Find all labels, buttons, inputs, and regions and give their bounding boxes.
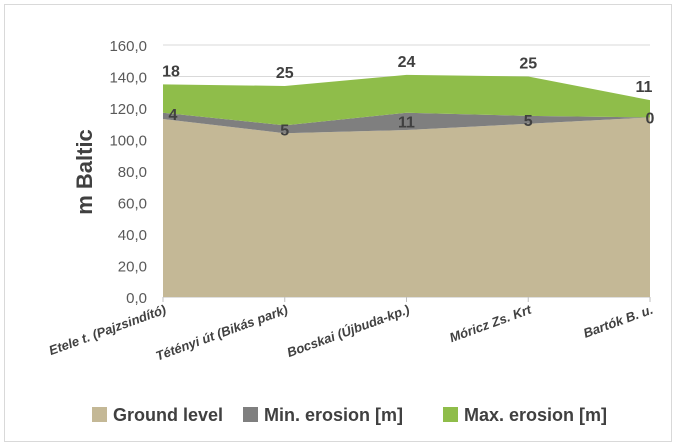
legend-swatch [243,407,258,422]
y-tick-label: 20,0 [118,259,147,276]
y-tick-label: 80,0 [118,164,147,181]
y-tick-label: 160,0 [109,38,147,55]
data-label-max: 25 [519,56,537,73]
legend-item-ground-level: Ground level [92,405,223,425]
legend-item-max-erosion-m: Max. erosion [m] [443,405,607,425]
data-label-min: 5 [524,113,533,130]
data-label-min: 4 [169,107,178,124]
y-tick-label: 100,0 [109,133,147,150]
x-tick-label: Tétényi út (Bikás park) [154,302,290,364]
data-label-max: 18 [162,63,180,80]
y-tick-label: 40,0 [118,227,147,244]
x-tick-label: Etele t. (Pajzsindító) [47,302,168,358]
legend-label: Min. erosion [m] [264,405,403,425]
data-label-max: 24 [398,54,416,71]
y-tick-label: 0,0 [126,290,147,307]
y-tick-label: 120,0 [109,101,147,118]
legend-swatch [443,407,458,422]
y-axis-title: m Baltic [72,129,97,215]
data-labels: 4 18 5 25 11 24 5 25 0 11 [162,54,654,139]
x-tick-label: Bocskai (Újbuda-kp.) [285,302,412,360]
data-label-max: 11 [636,79,653,96]
x-tick-label: Móricz Zs. Krt [447,301,534,345]
y-axis-ticks: 0,0 20,0 40,0 60,0 80,0 100,0 120,0 140,0 160,0 [109,38,147,307]
legend-label: Ground level [113,405,223,425]
legend-label: Max. erosion [m] [464,405,607,425]
legend-swatch [92,407,107,422]
area-min-erosion-m [163,112,650,134]
y-tick-label: 60,0 [118,196,147,213]
data-label-min: 5 [280,122,289,139]
x-tick-label: Bartók B. u. [581,302,655,341]
y-tick-label: 140,0 [109,70,147,87]
legend: Ground level Min. erosion [m] Max. erosion… [92,405,607,425]
area-ground-level [163,117,650,297]
series-areas [163,74,650,297]
data-label-min: 0 [646,110,655,127]
data-label-min: 11 [398,114,415,131]
legend-item-min-erosion-m: Min. erosion [m] [243,405,403,425]
data-label-max: 25 [276,65,294,82]
area-max-erosion-m [163,74,650,126]
